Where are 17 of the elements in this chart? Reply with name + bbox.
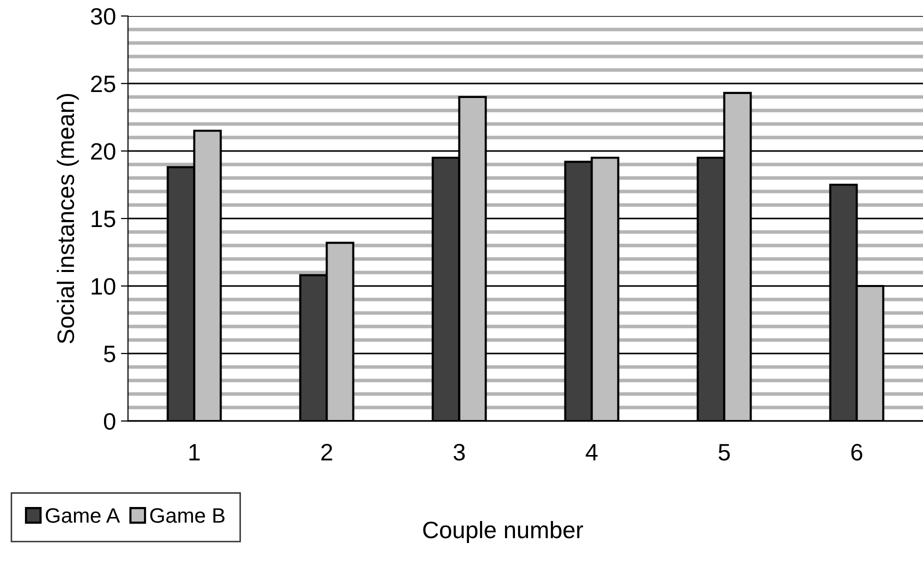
x-tick-label: 2	[321, 444, 332, 460]
y-tick-label: 15	[92, 210, 116, 228]
legend-label: Game B	[150, 508, 224, 523]
y-tick-label: 25	[91, 76, 116, 92]
y-axis-title: Social instances (mean)	[56, 94, 79, 344]
x-tick-label: 5	[718, 444, 730, 461]
y-tick-label: 0	[104, 413, 116, 430]
y-tick-label: 30	[90, 8, 116, 25]
y-tick-label: 20	[91, 143, 116, 160]
legend-label: Game A	[46, 508, 120, 523]
x-tick-label: 1	[189, 444, 200, 460]
x-axis-title: Couple number	[423, 520, 584, 544]
x-tick-label: 4	[586, 444, 598, 460]
x-tick-label: 3	[454, 444, 465, 461]
y-tick-label: 10	[92, 278, 116, 295]
y-tick-label: 5	[104, 346, 116, 362]
x-tick-label: 6	[851, 444, 862, 461]
